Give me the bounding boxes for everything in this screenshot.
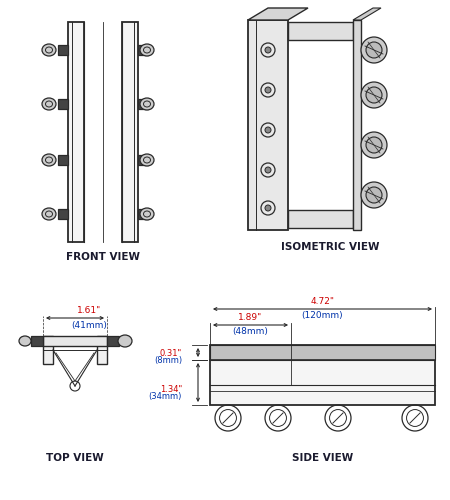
Bar bbox=[43, 336, 107, 346]
Text: ISOMETRIC VIEW: ISOMETRIC VIEW bbox=[281, 242, 379, 252]
Polygon shape bbox=[353, 8, 381, 20]
Bar bbox=[138, 45, 148, 55]
Bar bbox=[353, 20, 361, 230]
Circle shape bbox=[366, 137, 382, 153]
Circle shape bbox=[366, 87, 382, 103]
Circle shape bbox=[361, 182, 387, 208]
Ellipse shape bbox=[42, 154, 56, 166]
Text: SIDE VIEW: SIDE VIEW bbox=[292, 453, 353, 463]
Text: FRONT VIEW: FRONT VIEW bbox=[66, 252, 140, 262]
Text: (8mm): (8mm) bbox=[154, 356, 182, 364]
Ellipse shape bbox=[42, 98, 56, 110]
Text: 1.89": 1.89" bbox=[238, 313, 263, 322]
Text: 0.31": 0.31" bbox=[160, 348, 182, 358]
Ellipse shape bbox=[42, 44, 56, 56]
Text: (34mm): (34mm) bbox=[148, 392, 182, 400]
Bar bbox=[58, 209, 68, 219]
Ellipse shape bbox=[140, 154, 154, 166]
Text: 1.34": 1.34" bbox=[160, 384, 182, 394]
Bar bbox=[138, 99, 148, 109]
Bar bbox=[58, 45, 68, 55]
Ellipse shape bbox=[118, 335, 132, 347]
Ellipse shape bbox=[140, 98, 154, 110]
Bar bbox=[138, 209, 148, 219]
Circle shape bbox=[265, 47, 271, 53]
Bar bbox=[97, 336, 107, 364]
Bar bbox=[107, 336, 119, 346]
Circle shape bbox=[361, 37, 387, 63]
Circle shape bbox=[361, 82, 387, 108]
Circle shape bbox=[265, 87, 271, 93]
Text: TOP VIEW: TOP VIEW bbox=[46, 453, 104, 463]
Bar bbox=[210, 345, 435, 405]
Bar bbox=[210, 345, 435, 360]
Circle shape bbox=[265, 167, 271, 173]
Text: 4.72": 4.72" bbox=[310, 297, 334, 306]
Ellipse shape bbox=[19, 336, 31, 346]
Circle shape bbox=[366, 187, 382, 203]
Bar bbox=[122, 22, 138, 242]
Bar bbox=[43, 336, 53, 364]
Bar bbox=[138, 155, 148, 165]
Bar bbox=[68, 22, 84, 242]
Ellipse shape bbox=[140, 44, 154, 56]
Bar bbox=[288, 210, 353, 228]
Text: (41mm): (41mm) bbox=[71, 321, 107, 330]
Ellipse shape bbox=[140, 208, 154, 220]
Bar bbox=[58, 99, 68, 109]
Text: 1.61": 1.61" bbox=[77, 306, 101, 315]
Polygon shape bbox=[248, 8, 308, 20]
Circle shape bbox=[265, 205, 271, 211]
Bar bbox=[58, 155, 68, 165]
Circle shape bbox=[265, 127, 271, 133]
Bar bbox=[288, 22, 353, 40]
Ellipse shape bbox=[42, 208, 56, 220]
Text: (120mm): (120mm) bbox=[302, 311, 343, 320]
Circle shape bbox=[366, 42, 382, 58]
Circle shape bbox=[361, 132, 387, 158]
Text: (48mm): (48mm) bbox=[233, 327, 269, 336]
Bar bbox=[248, 20, 288, 230]
Bar bbox=[31, 336, 43, 346]
